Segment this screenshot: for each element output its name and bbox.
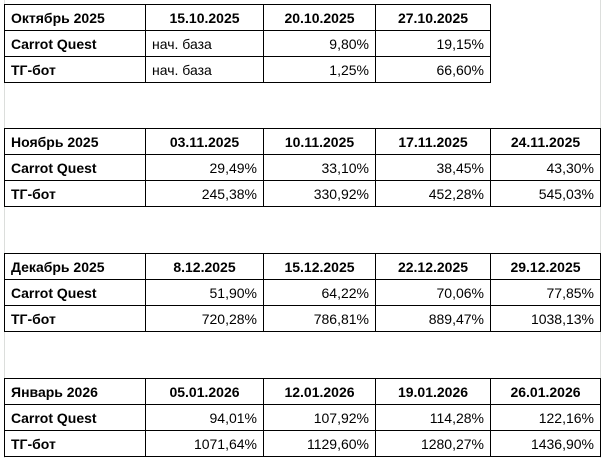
value-cell[interactable]: 43,30% [490,154,601,181]
row-label-cell[interactable]: ТГ-бот [4,180,146,207]
row-label-cell[interactable]: ТГ-бот [4,430,146,457]
data-row-carrot-quest: Carrot Quest 51,90% 64,22% 70,06% 77,85% [4,279,601,306]
data-row-tg-bot: ТГ-бот 720,28% 786,81% 889,47% 1038,13% [4,305,601,332]
value-cell[interactable]: 1129,60% [263,430,376,457]
header-row: Октябрь 2025 15.10.2025 20.10.2025 27.10… [4,4,491,31]
date-header-cell[interactable]: 8.12.2025 [145,253,264,280]
month-table-october-2025: Октябрь 2025 15.10.2025 20.10.2025 27.10… [4,4,491,83]
month-table-january-2026: Январь 2026 05.01.2026 12.01.2026 19.01.… [4,378,601,457]
month-table-november-2025: Ноябрь 2025 03.11.2025 10.11.2025 17.11.… [4,128,601,207]
month-cell[interactable]: Ноябрь 2025 [4,128,146,155]
date-header-cell[interactable]: 05.01.2026 [145,378,264,405]
sheet-gridline-left [4,0,5,458]
value-cell[interactable]: 77,85% [490,279,601,306]
value-cell[interactable]: 64,22% [263,279,376,306]
value-cell[interactable]: 330,92% [263,180,376,207]
date-header-cell[interactable]: 24.11.2025 [490,128,601,155]
value-cell[interactable]: 29,49% [145,154,264,181]
data-row-carrot-quest: Carrot Quest нач. база 9,80% 19,15% [4,30,491,57]
header-row: Ноябрь 2025 03.11.2025 10.11.2025 17.11.… [4,128,601,155]
row-label-cell[interactable]: ТГ-бот [4,56,146,83]
value-cell[interactable]: 245,38% [145,180,264,207]
value-cell[interactable]: 545,03% [490,180,601,207]
sheet-gridline-right [600,0,601,458]
month-cell[interactable]: Октябрь 2025 [4,4,146,31]
data-row-carrot-quest: Carrot Quest 29,49% 33,10% 38,45% 43,30% [4,154,601,181]
value-cell[interactable]: 114,28% [375,404,491,431]
data-row-carrot-quest: Carrot Quest 94,01% 107,92% 114,28% 122,… [4,404,601,431]
date-header-cell[interactable]: 15.12.2025 [263,253,376,280]
value-cell[interactable]: 1038,13% [490,305,601,332]
date-header-cell[interactable]: 26.01.2026 [490,378,601,405]
value-cell[interactable]: 1436,90% [490,430,601,457]
value-cell[interactable]: 9,80% [263,30,376,57]
value-cell[interactable]: 38,45% [375,154,491,181]
value-cell[interactable]: 452,28% [375,180,491,207]
data-row-tg-bot: ТГ-бот 245,38% 330,92% 452,28% 545,03% [4,180,601,207]
value-cell[interactable]: 66,60% [375,56,491,83]
date-header-cell[interactable]: 22.12.2025 [375,253,491,280]
date-header-cell[interactable]: 20.10.2025 [263,4,376,31]
row-label-cell[interactable]: ТГ-бот [4,305,146,332]
row-label-cell[interactable]: Carrot Quest [4,30,146,57]
date-header-cell[interactable]: 10.11.2025 [263,128,376,155]
month-table-december-2025: Декабрь 2025 8.12.2025 15.12.2025 22.12.… [4,253,601,332]
value-cell[interactable]: нач. база [145,30,264,57]
header-row: Январь 2026 05.01.2026 12.01.2026 19.01.… [4,378,601,405]
value-cell[interactable]: 786,81% [263,305,376,332]
value-cell[interactable]: 33,10% [263,154,376,181]
value-cell[interactable]: нач. база [145,56,264,83]
date-header-cell[interactable]: 17.11.2025 [375,128,491,155]
value-cell[interactable]: 51,90% [145,279,264,306]
value-cell[interactable]: 70,06% [375,279,491,306]
date-header-cell[interactable]: 19.01.2026 [375,378,491,405]
month-cell[interactable]: Декабрь 2025 [4,253,146,280]
date-header-cell[interactable]: 03.11.2025 [145,128,264,155]
value-cell[interactable]: 720,28% [145,305,264,332]
month-cell[interactable]: Январь 2026 [4,378,146,405]
value-cell[interactable]: 19,15% [375,30,491,57]
data-row-tg-bot: ТГ-бот нач. база 1,25% 66,60% [4,56,491,83]
value-cell[interactable]: 1071,64% [145,430,264,457]
header-row: Декабрь 2025 8.12.2025 15.12.2025 22.12.… [4,253,601,280]
value-cell[interactable]: 94,01% [145,404,264,431]
value-cell[interactable]: 1,25% [263,56,376,83]
row-label-cell[interactable]: Carrot Quest [4,404,146,431]
value-cell[interactable]: 122,16% [490,404,601,431]
row-label-cell[interactable]: Carrot Quest [4,154,146,181]
date-header-cell[interactable]: 27.10.2025 [375,4,491,31]
date-header-cell[interactable]: 12.01.2026 [263,378,376,405]
value-cell[interactable]: 107,92% [263,404,376,431]
date-header-cell[interactable]: 15.10.2025 [145,4,264,31]
row-label-cell[interactable]: Carrot Quest [4,279,146,306]
data-row-tg-bot: ТГ-бот 1071,64% 1129,60% 1280,27% 1436,9… [4,430,601,457]
value-cell[interactable]: 889,47% [375,305,491,332]
date-header-cell[interactable]: 29.12.2025 [490,253,601,280]
value-cell[interactable]: 1280,27% [375,430,491,457]
